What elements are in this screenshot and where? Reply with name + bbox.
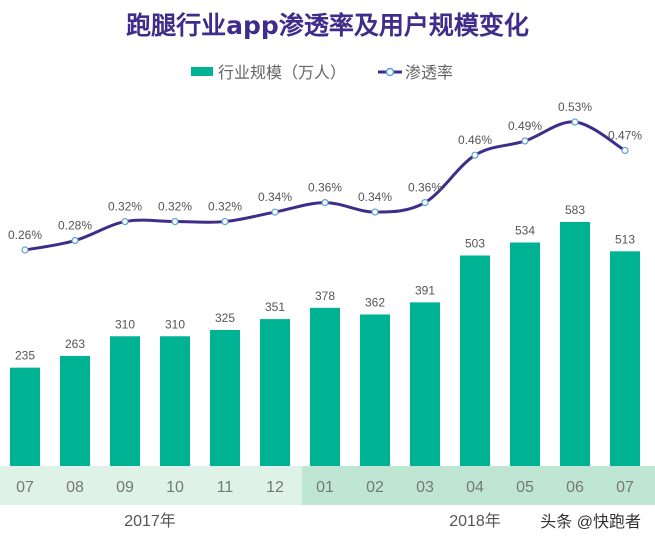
line-marker (571, 118, 579, 126)
bar-value-label: 325 (215, 311, 235, 325)
bar-value-label: 351 (265, 300, 285, 314)
bar-value-label: 391 (415, 283, 435, 297)
bar (310, 307, 340, 466)
watermark: 头条 @快跑者 (540, 514, 641, 531)
line-marker (321, 199, 329, 207)
line-value-label: 0.36% (308, 181, 342, 195)
bar-value-label: 263 (65, 337, 85, 351)
x-tick-label: 07 (616, 479, 634, 496)
line-value-label: 0.34% (358, 190, 392, 204)
line-marker (471, 151, 479, 159)
line-value-label: 0.26% (8, 228, 42, 242)
year-label: 2018年 (449, 512, 501, 530)
bar (160, 336, 190, 466)
bar-value-label: 310 (115, 317, 135, 331)
x-tick-label: 05 (516, 479, 534, 496)
chart-title: 跑腿行业app渗透率及用户规模变化 (126, 11, 529, 40)
bar-value-label: 583 (565, 203, 585, 217)
line-marker (421, 199, 429, 207)
year-label: 2017年 (124, 512, 176, 530)
bar (360, 314, 390, 466)
bar (510, 242, 540, 466)
bar (210, 329, 240, 466)
x-tick-label: 04 (466, 479, 484, 496)
line-value-label: 0.53% (558, 100, 592, 114)
bar-value-label: 378 (315, 289, 335, 303)
bar-value-label: 310 (165, 317, 185, 331)
bar-value-label: 362 (365, 296, 385, 310)
line-value-label: 0.32% (108, 200, 142, 214)
line-marker (621, 146, 629, 155)
x-tick-label: 07 (16, 479, 34, 496)
line-marker (271, 208, 279, 216)
line-value-label: 0.49% (508, 119, 542, 133)
bar (560, 222, 590, 466)
bar (260, 319, 290, 466)
axis-band-1 (300, 466, 655, 505)
line-value-label: 0.32% (208, 200, 242, 214)
line-value-label: 0.32% (158, 200, 192, 214)
bar (610, 251, 640, 466)
legend-bar-swatch (191, 67, 213, 76)
bar-value-label: 503 (465, 236, 485, 250)
x-tick-label: 01 (316, 479, 334, 496)
x-tick-label: 08 (66, 479, 84, 496)
line-value-label: 0.28% (58, 219, 92, 233)
bar-value-label: 534 (515, 224, 535, 238)
x-tick-label: 03 (416, 479, 434, 496)
bar (10, 367, 40, 466)
legend-bar-label: 行业规模（万人） (218, 64, 346, 82)
x-tick-label: 09 (116, 479, 134, 496)
line-value-label: 0.47% (608, 128, 642, 142)
bar (110, 336, 140, 466)
line-marker (121, 217, 129, 226)
legend-line-marker (385, 67, 395, 77)
bar-value-label: 513 (615, 232, 635, 246)
line-value-label: 0.34% (258, 190, 292, 204)
x-tick-label: 12 (266, 479, 284, 496)
axis-band-0 (0, 466, 300, 505)
bar (410, 302, 440, 466)
line-marker (221, 217, 229, 226)
x-tick-label: 02 (366, 479, 384, 496)
line-marker (521, 137, 529, 145)
x-tick-label: 06 (566, 479, 584, 496)
bar (60, 355, 90, 466)
line-marker (371, 208, 379, 216)
bar (460, 255, 490, 466)
line-marker (171, 217, 179, 226)
line-marker (71, 236, 79, 245)
x-tick-label: 10 (166, 479, 184, 496)
x-tick-label: 11 (217, 479, 234, 496)
bar-value-label: 235 (15, 349, 35, 363)
line-value-label: 0.46% (458, 133, 492, 147)
line-value-label: 0.36% (408, 181, 442, 195)
legend-line-label: 渗透率 (405, 64, 453, 82)
line-marker (21, 246, 29, 254)
